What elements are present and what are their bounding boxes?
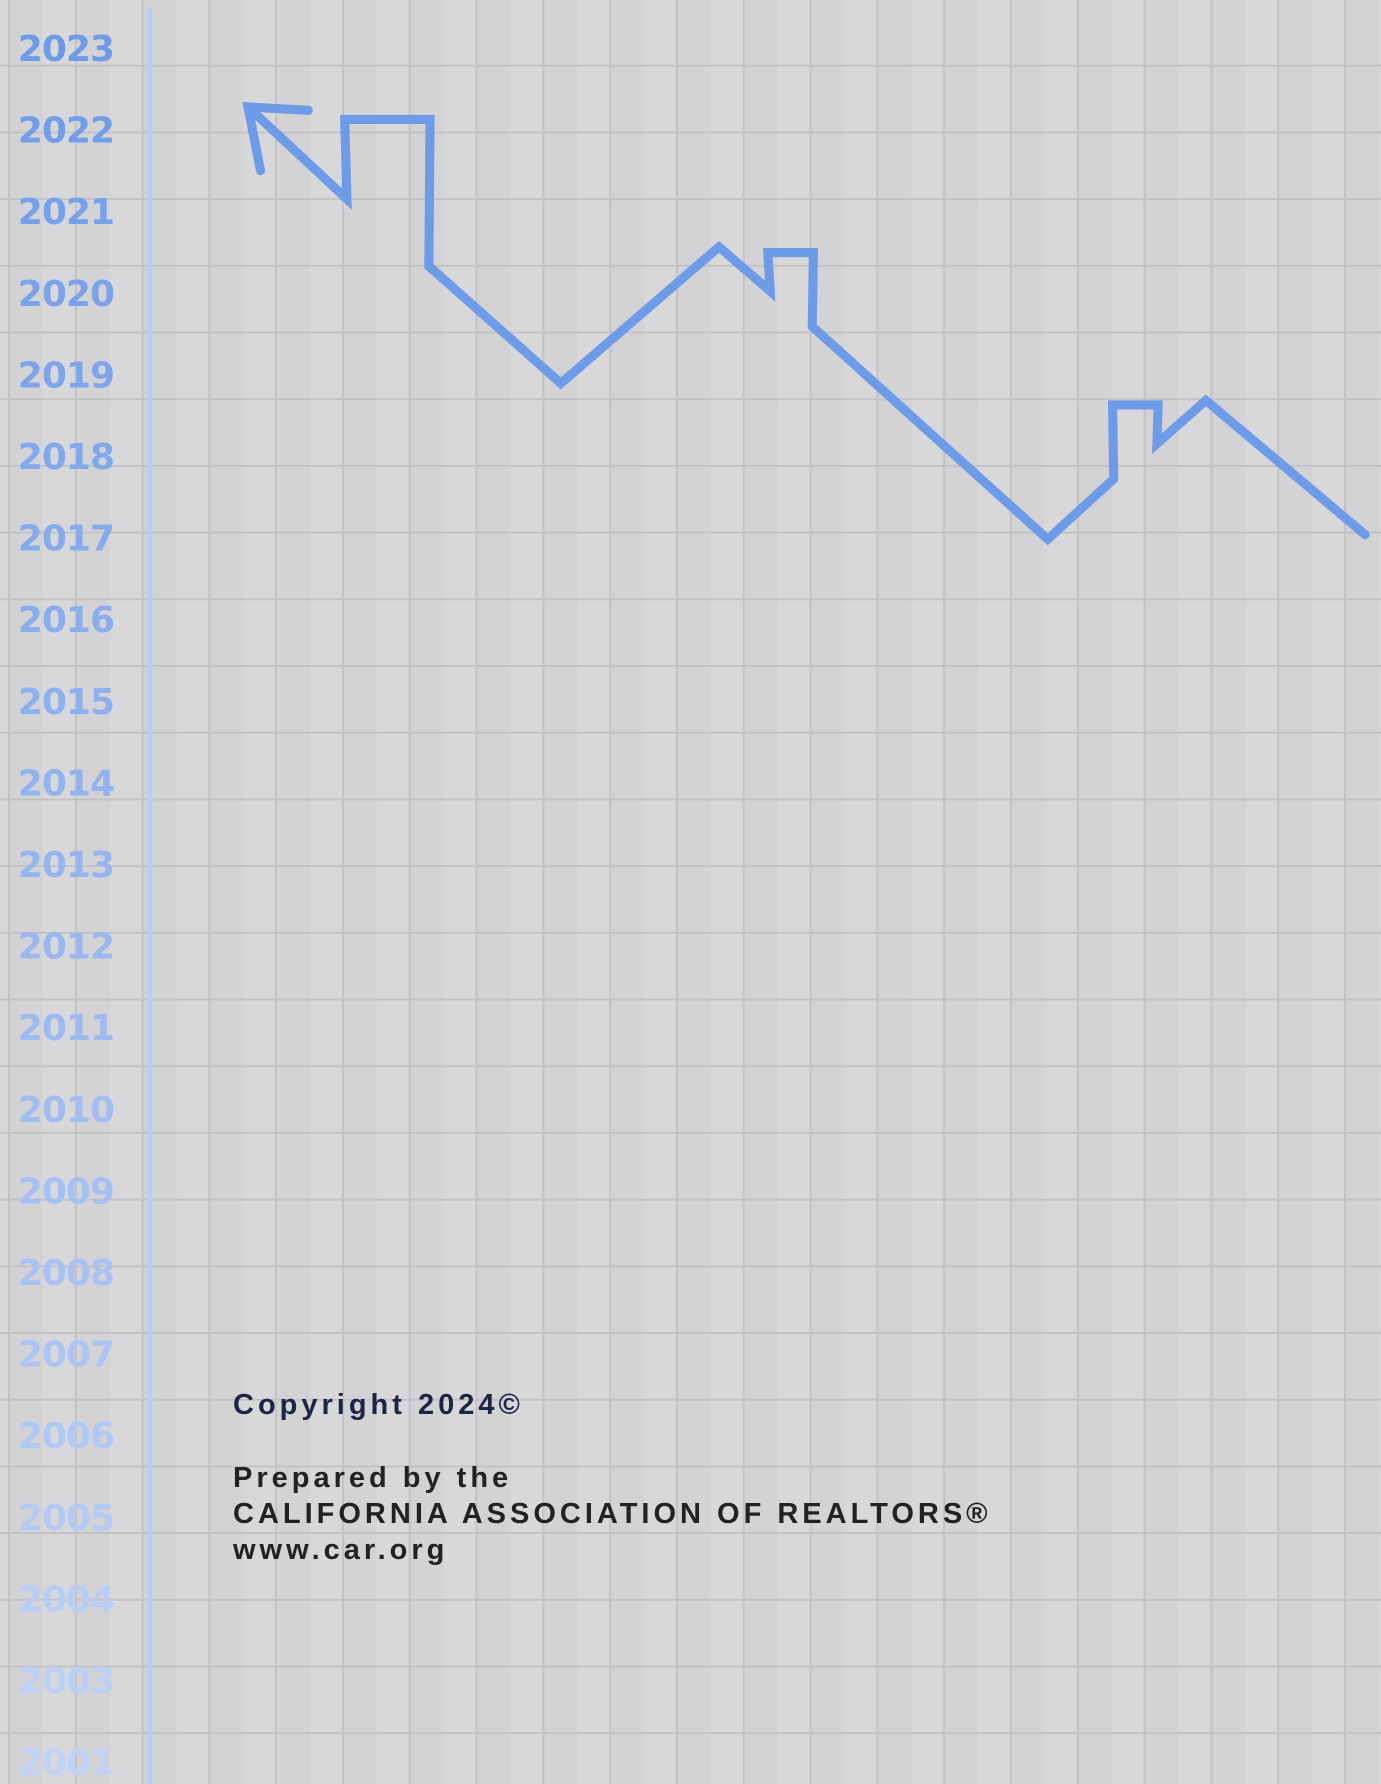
year-label: 2016 <box>18 600 114 641</box>
year-label: 2021 <box>18 192 114 233</box>
year-label: 2018 <box>18 437 114 478</box>
year-label: 2001 <box>18 1743 114 1784</box>
year-label: 2012 <box>18 927 114 968</box>
year-label: 2005 <box>18 1498 114 1539</box>
year-label: 2019 <box>18 355 114 396</box>
organization: CALIFORNIA ASSOCIATION OF REALTORS® <box>233 1498 992 1530</box>
copyright: Copyright 2024© <box>233 1389 524 1421</box>
year-label: 2022 <box>18 111 114 152</box>
year-label: 2004 <box>18 1579 114 1620</box>
prepared-by: Prepared by the <box>233 1462 512 1494</box>
year-label: 2023 <box>18 29 114 70</box>
year-label: 2020 <box>18 274 114 315</box>
year-label: 2008 <box>18 1253 114 1294</box>
year-label: 2011 <box>18 1008 114 1049</box>
year-label: 2010 <box>18 1090 114 1131</box>
cover: 2023 2022 2021 2020 2019 2018 2017 2016 2015 2014… <box>0 0 1381 1784</box>
year-label: 2014 <box>18 763 114 804</box>
year-label: 2006 <box>18 1416 114 1457</box>
website: www.car.org <box>232 1534 448 1566</box>
year-label: 2009 <box>18 1171 114 1212</box>
year-label: 2015 <box>18 682 114 723</box>
year-label: 2017 <box>18 519 114 560</box>
year-label: 2007 <box>18 1335 114 1376</box>
page: {"year_axis": {"labels": ["2023", "2022"… <box>0 0 1381 1784</box>
year-label: 2013 <box>18 845 114 886</box>
year-label: 2003 <box>18 1661 114 1702</box>
